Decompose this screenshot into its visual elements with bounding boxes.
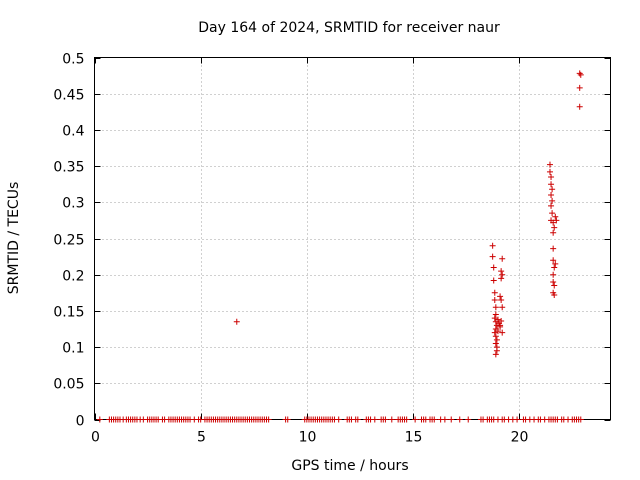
data-point [498, 275, 505, 282]
data-point [491, 289, 498, 296]
data-point [284, 416, 291, 423]
data-point [548, 181, 555, 188]
data-point [548, 202, 555, 209]
data-point [548, 192, 555, 199]
y-tick-label: 0.4 [62, 124, 84, 140]
data-point [492, 351, 499, 358]
data-point [546, 168, 553, 175]
data-point [96, 416, 103, 423]
data-point [499, 255, 506, 262]
data-point [489, 242, 496, 249]
data-point [494, 316, 501, 323]
data-point [492, 311, 499, 318]
data-point [549, 186, 556, 193]
x-tick-label: 10 [299, 430, 317, 446]
y-tick-label: 0.3 [62, 196, 84, 212]
data-point [354, 416, 361, 423]
y-tick-label: 0.1 [62, 341, 84, 357]
y-tick-label: 0.45 [53, 88, 84, 104]
data-point [456, 416, 463, 423]
data-point [551, 291, 558, 298]
y-tick-label: 0.15 [53, 305, 84, 321]
x-tick-label: 15 [405, 430, 423, 446]
data-point [490, 277, 497, 284]
x-tick-label: 0 [91, 430, 100, 446]
data-point [576, 70, 583, 77]
data-point [371, 416, 378, 423]
data-point [577, 416, 584, 423]
data-point [553, 217, 560, 224]
data-point [499, 329, 506, 336]
data-point [498, 268, 505, 275]
chart-title: Day 164 of 2024, SRMTID for receiver nau… [198, 20, 500, 36]
data-point [489, 253, 496, 260]
x-tick-label: 20 [511, 430, 529, 446]
y-tick-label: 0.05 [53, 377, 84, 393]
data-point [514, 416, 521, 423]
data-point [403, 416, 410, 423]
data-point [498, 318, 505, 325]
plot-frame [94, 57, 611, 420]
data-point [498, 297, 505, 304]
data-point [551, 224, 558, 231]
data-point [388, 416, 395, 423]
data-point [491, 329, 498, 336]
x-axis-label: GPS time / hours [291, 458, 408, 474]
data-point [546, 161, 553, 168]
data-point [550, 219, 557, 226]
data-point [577, 71, 584, 78]
data-point [448, 416, 455, 423]
data-point [552, 260, 559, 267]
data-point [550, 257, 557, 264]
data-point [465, 416, 472, 423]
data-point [550, 278, 557, 285]
data-point [492, 333, 499, 340]
tick-layer: 0 0.05 0.1 0.15 0.2 0.25 0.3 0.35 0.4 0.45 0.5 0 5 10… [53, 52, 611, 446]
data-point [551, 264, 558, 271]
data-point [494, 328, 501, 335]
y-tick-label: 0.35 [53, 160, 84, 176]
data-point [412, 416, 419, 423]
data-point [497, 293, 504, 300]
data-point [550, 271, 557, 278]
y-tick-label: 0.2 [62, 269, 84, 285]
data-point [335, 416, 342, 423]
y-tick-label: 0 [76, 414, 85, 430]
data-point [491, 315, 498, 322]
data-point [492, 340, 499, 347]
data-point [576, 84, 583, 91]
data-point [491, 297, 498, 304]
data-point [431, 416, 438, 423]
data-point [549, 210, 556, 217]
data-point [551, 282, 558, 289]
data-point [552, 213, 559, 220]
data-point [497, 322, 504, 329]
data-point [550, 245, 557, 252]
points-layer [96, 70, 584, 423]
data-point [233, 318, 240, 325]
y-tick-label: 0.5 [62, 52, 84, 68]
data-point [550, 229, 557, 236]
data-point [382, 416, 389, 423]
data-point [441, 416, 448, 423]
data-point [499, 271, 506, 278]
y-axis-label: SRMTID / TECUs [6, 182, 22, 295]
grid-layer [94, 57, 611, 420]
data-point [576, 103, 583, 110]
data-point [493, 347, 500, 354]
data-point [549, 197, 556, 204]
data-point [499, 304, 506, 311]
y-tick-label: 0.25 [53, 233, 84, 249]
x-tick-label: 5 [197, 430, 206, 446]
data-point [490, 264, 497, 271]
data-point [548, 173, 555, 180]
data-point [265, 416, 272, 423]
data-point [493, 336, 500, 343]
data-point [492, 304, 499, 311]
